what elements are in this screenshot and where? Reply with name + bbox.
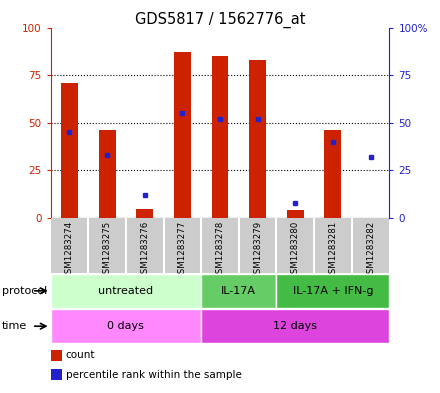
Bar [51, 369, 62, 380]
Text: GSM1283274: GSM1283274 [65, 221, 74, 279]
Bar [61, 83, 78, 218]
Text: GSM1283278: GSM1283278 [216, 221, 224, 279]
Text: GSM1283277: GSM1283277 [178, 221, 187, 279]
Text: GSM1283276: GSM1283276 [140, 221, 149, 279]
Bar [51, 274, 201, 308]
Text: GSM1283275: GSM1283275 [103, 221, 112, 279]
Bar [324, 130, 341, 218]
Bar [276, 274, 389, 308]
Bar [51, 350, 62, 361]
Text: GSM1283281: GSM1283281 [328, 221, 337, 279]
Text: 12 days: 12 days [273, 321, 317, 331]
Bar [201, 274, 276, 308]
Bar [174, 52, 191, 218]
Text: count: count [66, 350, 95, 360]
Text: GSM1283280: GSM1283280 [291, 221, 300, 279]
Text: GDS5817 / 1562776_at: GDS5817 / 1562776_at [135, 12, 305, 28]
Text: untreated: untreated [98, 286, 154, 296]
Text: percentile rank within the sample: percentile rank within the sample [66, 370, 242, 380]
Bar [99, 130, 116, 218]
Text: 0 days: 0 days [107, 321, 144, 331]
Text: protocol: protocol [2, 286, 48, 296]
Text: time: time [2, 321, 27, 331]
Bar [287, 211, 304, 218]
Text: IL-17A: IL-17A [221, 286, 257, 296]
Text: IL-17A + IFN-g: IL-17A + IFN-g [293, 286, 373, 296]
Text: GSM1283279: GSM1283279 [253, 221, 262, 279]
Bar [201, 309, 389, 343]
Bar [212, 56, 228, 218]
Bar [136, 209, 153, 218]
Bar [51, 309, 201, 343]
Text: GSM1283282: GSM1283282 [366, 221, 375, 279]
Bar [249, 60, 266, 218]
